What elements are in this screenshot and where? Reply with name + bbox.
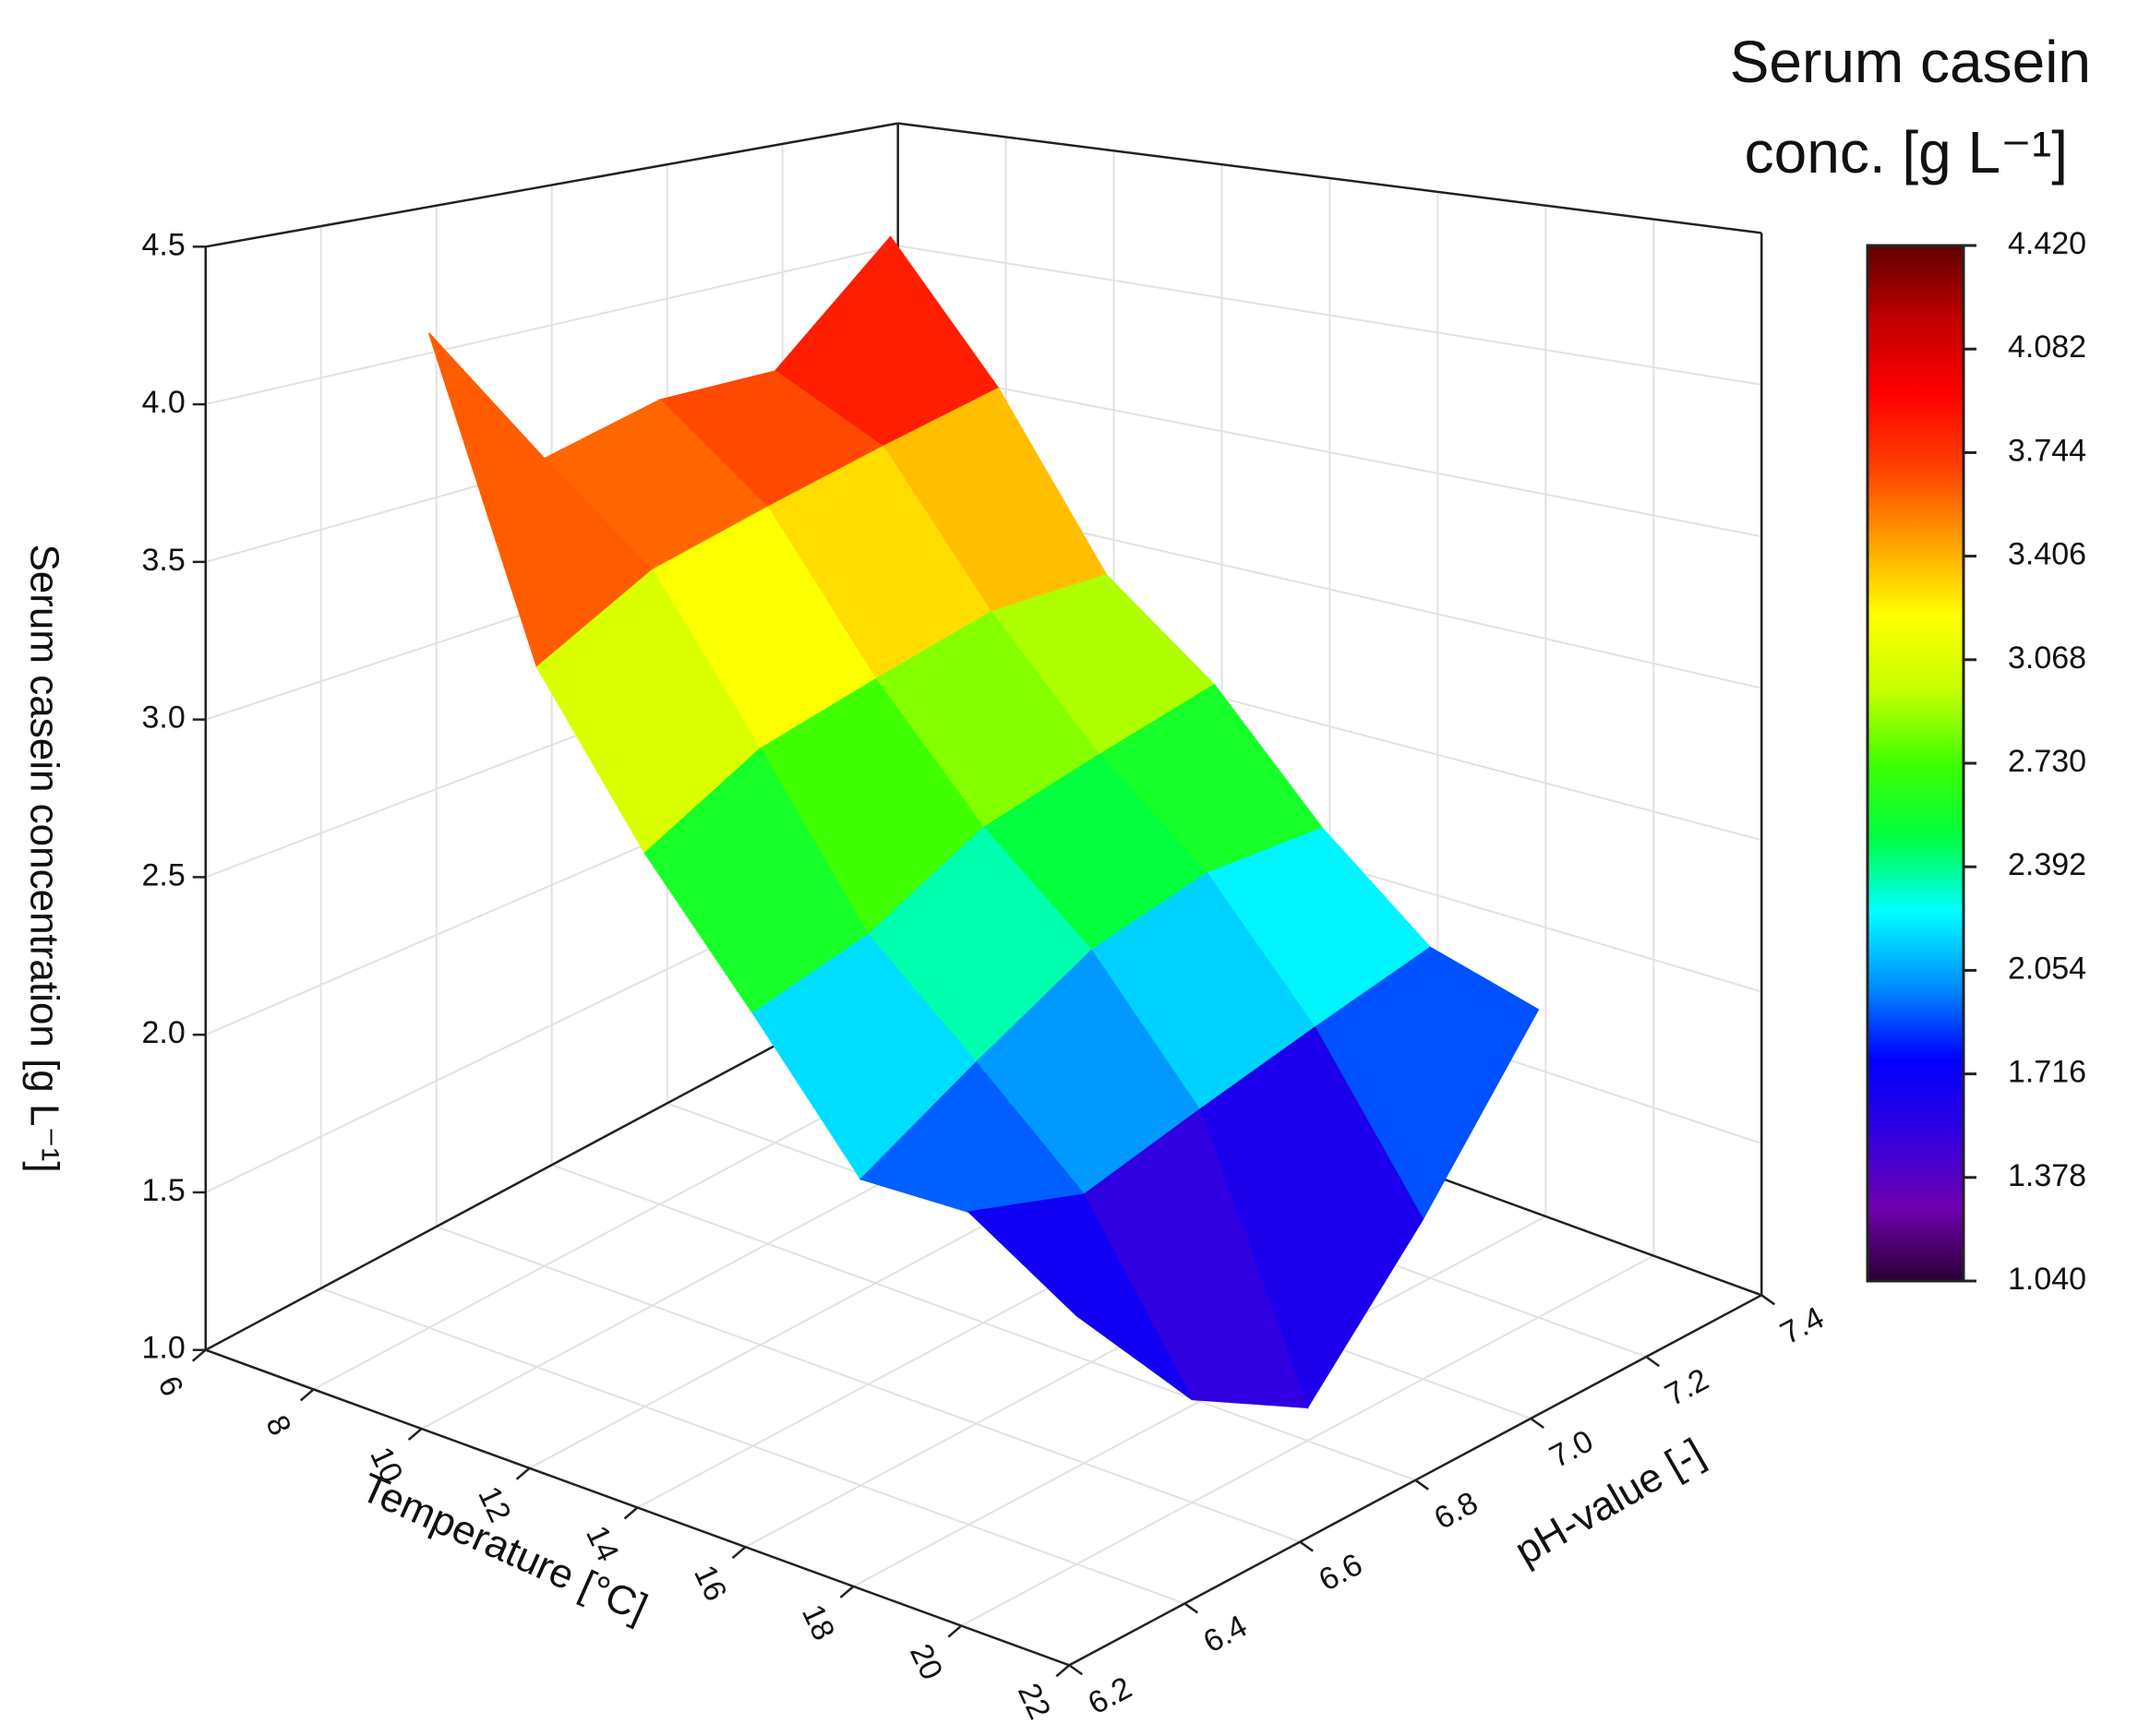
surface-cell [967,1193,1193,1401]
y-tick-label: 6.2 [1083,1670,1138,1722]
tick-mark [839,1585,855,1598]
colorbar-tick-label: 1.040 [2008,1262,2086,1297]
y-tick-label: 7.2 [1660,1361,1715,1413]
colorbar [1866,244,1965,1283]
z-axis-label: Serum casein concentration [g L⁻¹] [21,544,66,1172]
surface [427,235,1540,1409]
x-tick-label: 20 [903,1639,949,1685]
z-tick-label: 2.0 [141,1015,185,1050]
tick-mark [191,1348,207,1362]
y-tick-label: 6.6 [1314,1547,1369,1598]
colorbar-tick-label: 2.392 [2008,847,2086,882]
tick-mark [1414,1479,1429,1491]
axis-edge [205,122,898,248]
colorbar-title: conc. [g L⁻¹] [1745,119,2068,186]
y-tick-label: 7.4 [1774,1300,1830,1352]
colorbar-tick-label: 2.054 [2008,951,2086,986]
tick-mark [1530,1417,1544,1429]
z-tick-label: 2.5 [141,857,185,892]
tick-mark [623,1506,639,1520]
colorbar-tick-label: 1.716 [2008,1055,2086,1090]
tick-mark [947,1624,963,1638]
colorbar-title: Serum casein [1730,29,2091,95]
z-tick-label: 1.0 [141,1331,185,1366]
colorbar-tick-label: 4.082 [2008,329,2086,365]
y-tick-label: 6.4 [1198,1609,1254,1660]
grid-line [320,1287,1185,1605]
x-tick-label: 6 [150,1371,189,1401]
tick-mark [299,1388,315,1402]
z-tick-label: 1.5 [141,1173,185,1208]
z-tick-label: 4.5 [141,227,185,262]
z-tick-label: 3.0 [141,700,185,736]
colorbar-tick-label: 1.378 [2008,1158,2086,1193]
tick-mark [407,1428,423,1442]
tick-mark [731,1546,747,1560]
grid-line [551,1164,1416,1481]
y-axis-label: pH-value [-] [1507,1430,1712,1574]
y-tick-label: 7.0 [1544,1423,1600,1475]
tick-mark [1299,1540,1315,1552]
x-tick-label: 16 [687,1560,733,1606]
tick-mark [515,1467,531,1480]
tick-mark [1183,1602,1199,1614]
x-tick-label: 22 [1011,1678,1057,1724]
colorbar-tick-label: 4.420 [2008,226,2086,261]
axis-edge [897,122,1762,234]
tick-mark [1760,1294,1775,1306]
colorbar-tick-label: 3.744 [2008,433,2086,468]
tick-mark [1645,1356,1660,1368]
z-tick-label: 3.5 [141,543,185,578]
grid-line [436,1226,1301,1543]
tick-mark [1068,1664,1084,1676]
z-tick-label: 4.0 [141,385,185,420]
x-tick-label: 8 [258,1410,297,1441]
x-tick-label: 18 [795,1599,841,1646]
colorbar-tick-label: 3.068 [2008,641,2086,676]
colorbar-tick-label: 3.406 [2008,537,2086,572]
tick-mark [1055,1664,1071,1678]
y-tick-label: 6.8 [1429,1485,1484,1537]
colorbar-tick-label: 2.730 [2008,744,2086,779]
